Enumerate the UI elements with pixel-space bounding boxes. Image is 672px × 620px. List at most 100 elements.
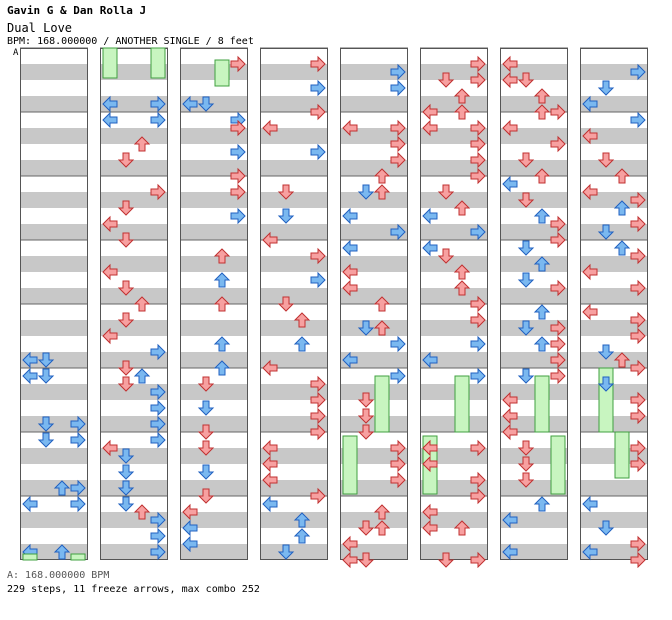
beat-stripe <box>580 128 648 144</box>
freeze-arrow <box>550 435 566 495</box>
step-arrow <box>550 103 566 121</box>
step-arrow <box>582 95 598 113</box>
chart-info: BPM: 168.000000 / ANOTHER SINGLE / 8 fee… <box>7 36 254 47</box>
step-arrow <box>373 296 391 312</box>
chart-column <box>260 48 328 560</box>
beat-stripe <box>420 192 488 208</box>
step-arrow <box>117 280 135 296</box>
step-arrow <box>582 495 598 513</box>
step-arrow <box>310 143 326 161</box>
step-arrow <box>517 152 535 168</box>
step-arrow <box>357 552 375 568</box>
beat-stripe <box>500 544 568 560</box>
step-arrow <box>453 264 471 280</box>
step-arrow <box>422 503 438 521</box>
step-arrow <box>277 208 295 224</box>
freeze-arrow <box>454 375 470 433</box>
beat-stripe <box>420 96 488 112</box>
step-arrow <box>37 368 55 384</box>
step-arrow <box>342 119 358 137</box>
beat-stripe <box>500 192 568 208</box>
step-arrow <box>150 383 166 401</box>
beat-stripe <box>100 416 168 432</box>
freeze-arrow <box>374 375 390 433</box>
step-arrow <box>613 240 631 256</box>
step-arrow <box>502 543 518 561</box>
step-arrow <box>502 423 518 441</box>
beat-stripe <box>180 480 248 496</box>
step-arrow <box>37 352 55 368</box>
bpm-legend: A: 168.000000 BPM <box>7 570 110 581</box>
step-arrow <box>533 168 551 184</box>
step-arrow <box>517 320 535 336</box>
step-arrow <box>293 336 311 352</box>
step-arrow <box>390 335 406 353</box>
step-arrow <box>357 392 375 408</box>
step-arrow <box>182 519 198 537</box>
beat-stripe <box>580 480 648 496</box>
step-arrow <box>422 207 438 225</box>
beat-stripe <box>580 224 648 240</box>
step-arrow <box>277 544 295 560</box>
step-arrow <box>102 327 118 345</box>
step-arrow <box>262 495 278 513</box>
step-arrow <box>213 360 231 376</box>
beat-stripe <box>100 256 168 272</box>
step-arrow <box>630 551 646 568</box>
step-arrow <box>150 399 166 417</box>
step-arrow <box>470 119 486 137</box>
step-arrow <box>262 439 278 457</box>
step-arrow <box>262 471 278 489</box>
step-arrow <box>422 439 438 457</box>
step-arrow <box>182 535 198 553</box>
step-arrow <box>470 487 486 505</box>
beat-stripe <box>20 64 88 80</box>
beat-stripe <box>580 384 648 400</box>
freeze-arrow <box>534 375 550 433</box>
beat-stripe <box>340 96 408 112</box>
beat-stripe <box>20 416 88 432</box>
beat-stripe <box>500 256 568 272</box>
beat-stripe <box>20 320 88 336</box>
step-arrow <box>582 303 598 321</box>
step-arrow <box>197 464 215 480</box>
step-arrow <box>342 239 358 257</box>
beat-stripe <box>20 160 88 176</box>
step-arrow <box>262 119 278 137</box>
step-arrow <box>550 215 566 233</box>
step-arrow <box>533 256 551 272</box>
step-arrow <box>470 295 486 313</box>
step-arrow <box>133 504 151 520</box>
step-arrow <box>230 207 246 225</box>
step-arrow <box>197 96 215 112</box>
step-arrow <box>582 183 598 201</box>
step-arrow <box>630 439 646 457</box>
step-arrow <box>310 407 326 425</box>
step-arrow <box>422 239 438 257</box>
step-arrow <box>293 312 311 328</box>
step-arrow <box>133 296 151 312</box>
step-arrow <box>550 351 566 369</box>
step-arrow <box>310 103 326 121</box>
step-arrow <box>533 496 551 512</box>
beat-stripe <box>100 352 168 368</box>
step-arrow <box>390 367 406 385</box>
beat-stripe <box>340 416 408 432</box>
step-arrow <box>342 279 358 297</box>
step-arrow <box>422 351 438 369</box>
beat-stripe <box>580 160 648 176</box>
freeze-arrow <box>22 553 38 561</box>
step-arrow <box>517 272 535 288</box>
step-arrow <box>502 71 518 89</box>
beat-stripe <box>500 384 568 400</box>
beat-stripe <box>500 512 568 528</box>
step-arrow <box>390 79 406 97</box>
step-arrow <box>630 215 646 233</box>
beat-stripe <box>180 192 248 208</box>
step-arrow <box>213 336 231 352</box>
step-arrow <box>22 495 38 513</box>
step-arrow <box>470 55 486 73</box>
beat-stripe <box>100 128 168 144</box>
beat-stripe <box>100 512 168 528</box>
beat-stripe <box>20 480 88 496</box>
